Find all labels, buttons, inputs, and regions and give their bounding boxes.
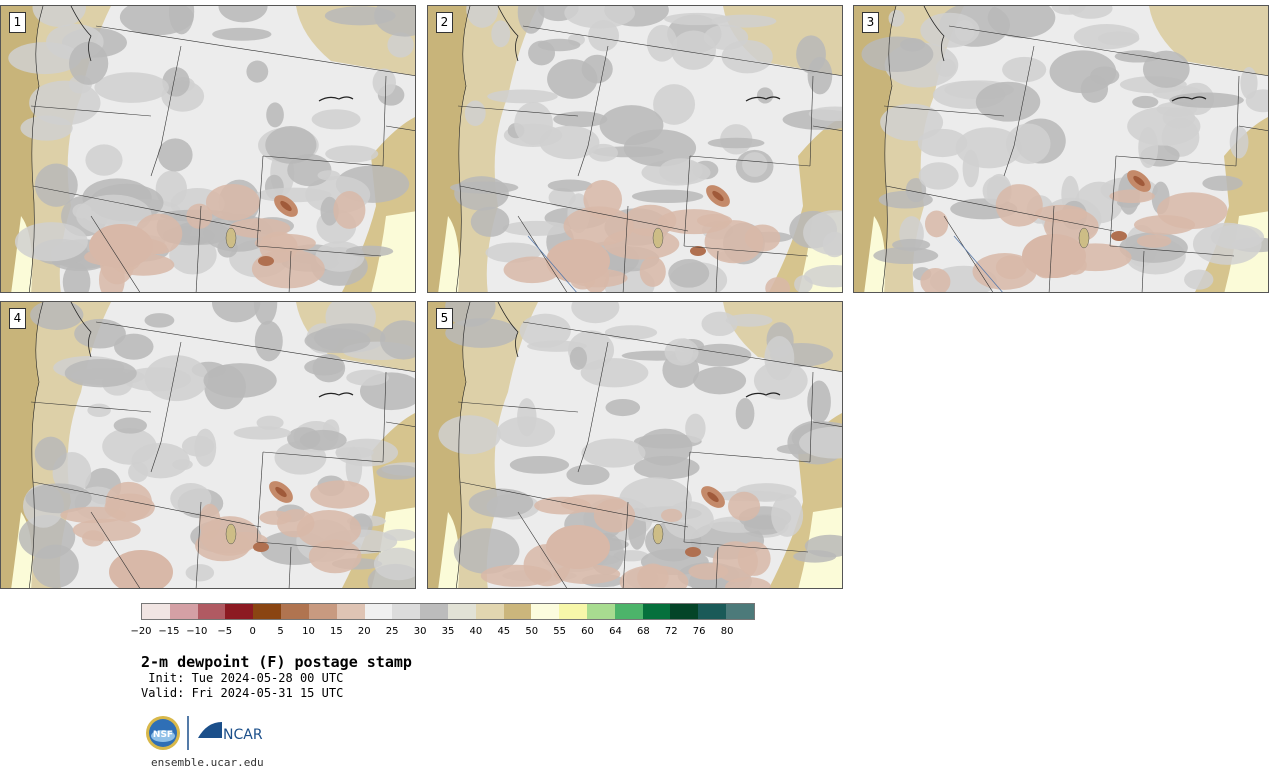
colorbar-tick-label: 55 [553, 626, 566, 637]
panel-number-5: 5 [436, 308, 453, 329]
colorbar-tick-label: 20 [357, 626, 371, 637]
colorbar-tick-label: −15 [158, 626, 180, 637]
colorbar-tick-label: 15 [329, 626, 343, 637]
colorbar-swatch [642, 604, 671, 619]
stamp-panel-1: 1 [0, 5, 416, 293]
source-url: ensemble.ucar.edu [151, 756, 264, 769]
colorbar-swatch [447, 604, 476, 619]
colorbar-swatch [392, 604, 421, 619]
dewpoint-map-3 [854, 6, 1268, 292]
colorbar-swatch [169, 604, 198, 619]
colorbar-swatch [308, 604, 337, 619]
colorbar-swatch [253, 604, 282, 619]
colorbar-swatch [475, 604, 504, 619]
stamp-panel-4: 4 [0, 301, 416, 589]
dewpoint-map-5 [428, 302, 842, 588]
colorbar-tick-label: 68 [636, 626, 650, 637]
logos: NSF NCAR [145, 714, 275, 752]
colorbar-tick-label: 30 [413, 626, 427, 637]
colorbar-tick-label: −20 [130, 626, 152, 637]
colorbar-swatch [225, 604, 254, 619]
valid-time: Valid: Fri 2024-05-31 15 UTC [141, 686, 344, 700]
colorbar-tick-label: 60 [581, 626, 594, 637]
colorbar-swatch [698, 604, 727, 619]
colorbar-tick-label: 64 [609, 626, 622, 637]
colorbar-swatch [364, 604, 393, 619]
colorbar-tick-label: 0 [249, 626, 256, 637]
colorbar-swatch [531, 604, 560, 619]
colorbar-swatch [503, 604, 532, 619]
colorbar-swatch [670, 604, 699, 619]
panel-number-1: 1 [9, 12, 26, 33]
colorbar [141, 603, 755, 620]
dewpoint-map-2 [428, 6, 842, 292]
colorbar-tick-label: −10 [186, 626, 208, 637]
colorbar-tick-label: 25 [385, 626, 399, 637]
colorbar-swatch [614, 604, 643, 619]
colorbar-tick-label: 50 [525, 626, 539, 637]
colorbar-swatch [281, 604, 309, 619]
colorbar-tick-label: −5 [217, 626, 233, 637]
colorbar-tick-label: 10 [302, 626, 315, 637]
colorbar-swatch [197, 604, 226, 619]
ncar-logo: NCAR [198, 722, 263, 743]
colorbar-tick-label: 5 [277, 626, 284, 637]
dewpoint-map-4 [1, 302, 415, 588]
colorbar-labels: −20 −15 −10 −5 0 5 10 15 20 25 30 35 40 45 50 55 60 64 68 7… [130, 626, 755, 640]
colorbar-tick-label: 35 [441, 626, 455, 637]
colorbar-tick-label: 40 [469, 626, 483, 637]
plot-title: 2-m dewpoint (F) postage stamp [141, 653, 412, 671]
ncar-logo-text: NCAR [223, 727, 263, 743]
stamp-panel-3: 3 [853, 5, 1269, 293]
nsf-logo-text: NSF [153, 730, 173, 740]
colorbar-swatch [726, 604, 754, 619]
colorbar-tick-label: 80 [720, 626, 734, 637]
colorbar-swatch [336, 604, 365, 619]
panel-number-2: 2 [436, 12, 453, 33]
init-time: Init: Tue 2024-05-28 00 UTC [141, 671, 344, 685]
panel-number-4: 4 [9, 308, 26, 329]
colorbar-swatch [587, 604, 615, 619]
dewpoint-map-1 [1, 6, 415, 292]
colorbar-tick-label: 72 [664, 626, 678, 637]
colorbar-tick-label: 45 [497, 626, 511, 637]
colorbar-swatch [142, 604, 170, 619]
colorbar-tick-label: 76 [692, 626, 706, 637]
panel-number-3: 3 [862, 12, 879, 33]
colorbar-swatch [420, 604, 448, 619]
stamp-panel-5: 5 [427, 301, 843, 589]
colorbar-swatch [559, 604, 587, 619]
stamp-panel-2: 2 [427, 5, 843, 293]
nsf-logo: NSF [146, 716, 180, 750]
